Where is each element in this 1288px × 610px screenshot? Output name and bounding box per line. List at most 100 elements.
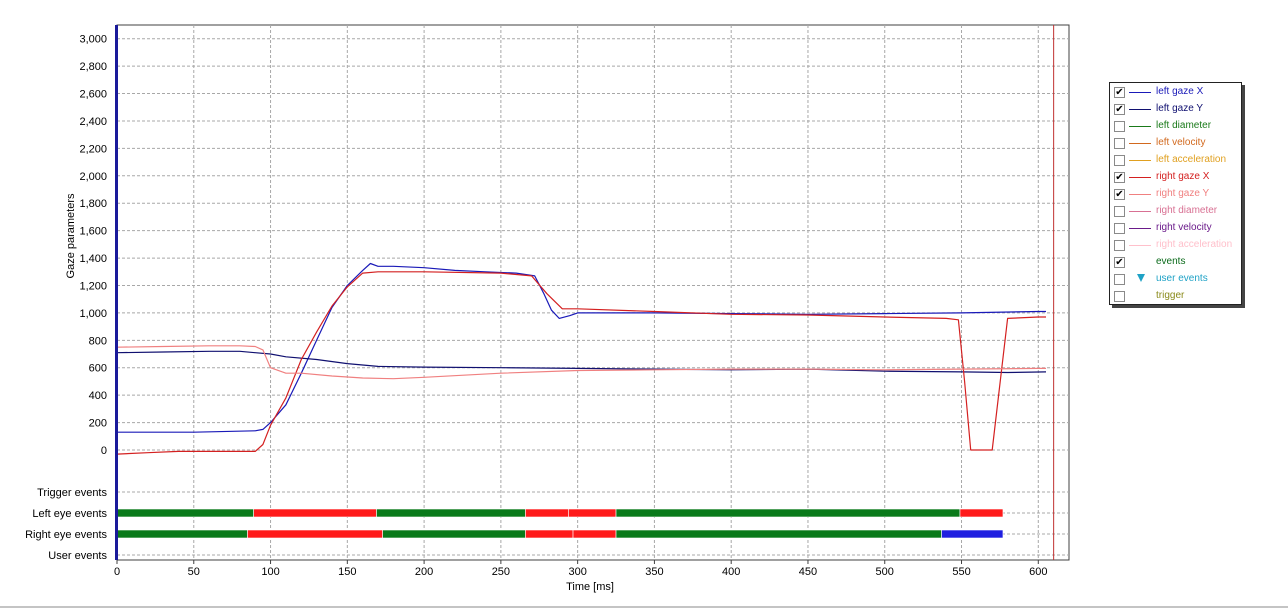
x-tick-label: 500 <box>876 566 894 578</box>
x-axis-label: Time [ms] <box>566 581 614 593</box>
legend-label: right gaze Y <box>1156 188 1210 199</box>
event-segment-saccade <box>525 508 569 518</box>
event-row-label: Right eye events <box>25 529 107 541</box>
event-segment-fixation <box>615 508 961 518</box>
y-tick-label: 200 <box>89 418 107 430</box>
legend-label: right acceleration <box>1156 239 1233 250</box>
event-segment-saccade <box>525 529 574 539</box>
legend-label: left gaze X <box>1156 86 1204 97</box>
down-triangle-icon <box>1137 274 1145 282</box>
legend-checkbox[interactable] <box>1114 206 1125 217</box>
legend-checkbox[interactable] <box>1114 274 1125 285</box>
event-row-label: Left eye events <box>32 508 107 520</box>
legend-checkbox[interactable] <box>1114 291 1125 302</box>
legend-panel: ✔ left gaze X ✔ left gaze Y left diameter lef… <box>1109 82 1242 305</box>
legend-item-right-diameter[interactable]: right diameter <box>1110 203 1241 220</box>
y-tick-label: 3,000 <box>79 34 107 46</box>
y-tick-label: 1,200 <box>79 280 107 292</box>
legend-line-swatch <box>1129 211 1151 212</box>
series-lines <box>116 262 1047 455</box>
series-line-left-gaze-x <box>117 262 1046 433</box>
x-tick-label: 200 <box>415 566 433 578</box>
legend-checkbox[interactable] <box>1114 138 1125 149</box>
legend-item-left-acceleration[interactable]: left acceleration <box>1110 152 1241 169</box>
y-axis-bar <box>115 25 118 560</box>
legend-item-events[interactable]: ✔ events <box>1110 254 1241 271</box>
event-segment-blink <box>941 529 1004 539</box>
event-segment-fixation <box>116 508 254 518</box>
legend-checkbox[interactable] <box>1114 240 1125 251</box>
event-row-labels: Trigger events Left eye events Right eye e… <box>25 487 107 562</box>
chart-axes <box>115 25 1055 560</box>
event-segment-fixation <box>116 529 248 539</box>
legend-label: left gaze Y <box>1156 103 1204 114</box>
event-segment-saccade <box>568 508 617 518</box>
y-tick-label: 800 <box>89 335 107 347</box>
legend-line-swatch <box>1129 194 1151 195</box>
event-segment-saccade <box>247 529 383 539</box>
legend-line-swatch <box>1129 228 1151 229</box>
event-segment-saccade <box>959 508 1004 518</box>
legend-checkbox[interactable]: ✔ <box>1114 257 1125 268</box>
y-tick-label: 2,800 <box>79 61 107 73</box>
event-segment-saccade <box>572 529 617 539</box>
legend-item-left-gaze-y[interactable]: ✔ left gaze Y <box>1110 101 1241 118</box>
x-tick-label: 250 <box>492 566 510 578</box>
x-tick-label: 100 <box>261 566 279 578</box>
legend-item-trigger[interactable]: trigger <box>1110 288 1241 305</box>
y-tick-label: 0 <box>101 445 107 457</box>
legend-item-right-acceleration[interactable]: right acceleration <box>1110 237 1241 254</box>
legend-label: left acceleration <box>1156 154 1227 165</box>
plot-background <box>116 24 1070 561</box>
x-tick-label: 400 <box>722 566 740 578</box>
legend-item-left-diameter[interactable]: left diameter <box>1110 118 1241 135</box>
legend-item-right-gaze-y[interactable]: ✔ right gaze Y <box>1110 186 1241 203</box>
y-tick-label: 1,000 <box>79 308 107 320</box>
x-tick-label: 0 <box>114 566 120 578</box>
series-line-left-gaze-y <box>116 350 1047 374</box>
y-tick-label: 1,800 <box>79 198 107 210</box>
event-segment-saccade <box>253 508 377 518</box>
legend-label: trigger <box>1156 290 1185 301</box>
legend-line-swatch <box>1129 177 1151 178</box>
legend-line-swatch <box>1129 245 1151 246</box>
legend-label: left velocity <box>1156 137 1206 148</box>
y-tick-label: 2,000 <box>79 171 107 183</box>
x-tick-label: 350 <box>645 566 663 578</box>
y-axis-label: Gaze parameters <box>65 193 77 278</box>
legend-label: right velocity <box>1156 222 1212 233</box>
y-tick-label: 1,400 <box>79 253 107 265</box>
legend-line-swatch <box>1129 92 1151 93</box>
legend-item-user-events[interactable]: user events <box>1110 271 1241 288</box>
legend-line-swatch <box>1129 160 1151 161</box>
event-bars <box>116 508 1004 539</box>
event-segment-fixation <box>382 529 526 539</box>
legend-item-left-velocity[interactable]: left velocity <box>1110 135 1241 152</box>
series-line-right-gaze-x <box>116 271 1046 455</box>
legend-checkbox[interactable]: ✔ <box>1114 87 1125 98</box>
legend-checkbox[interactable] <box>1114 155 1125 166</box>
y-tick-label: 400 <box>89 390 107 402</box>
legend-label: right gaze X <box>1156 171 1210 182</box>
legend-label: left diameter <box>1156 120 1212 131</box>
chart-grid <box>117 25 1069 560</box>
legend-checkbox[interactable]: ✔ <box>1114 189 1125 200</box>
series-line-right-gaze-y <box>116 345 1046 380</box>
legend-item-left-gaze-x[interactable]: ✔ left gaze X <box>1110 84 1241 101</box>
legend-checkbox[interactable]: ✔ <box>1114 104 1125 115</box>
y-tick-label: 2,200 <box>79 143 107 155</box>
legend-checkbox[interactable] <box>1114 121 1125 132</box>
plot-area[interactable] <box>116 24 1070 561</box>
y-tick-label: 2,600 <box>79 89 107 101</box>
legend-checkbox[interactable] <box>1114 223 1125 234</box>
legend-checkbox[interactable]: ✔ <box>1114 172 1125 183</box>
x-tick-label: 450 <box>799 566 817 578</box>
x-tick-label: 550 <box>952 566 970 578</box>
legend-line-swatch <box>1129 126 1151 127</box>
x-tick-label: 50 <box>188 566 200 578</box>
legend-item-right-gaze-x[interactable]: ✔ right gaze X <box>1110 169 1241 186</box>
event-segment-fixation <box>376 508 526 518</box>
legend-label: user events <box>1156 273 1208 284</box>
legend-item-right-velocity[interactable]: right velocity <box>1110 220 1241 237</box>
